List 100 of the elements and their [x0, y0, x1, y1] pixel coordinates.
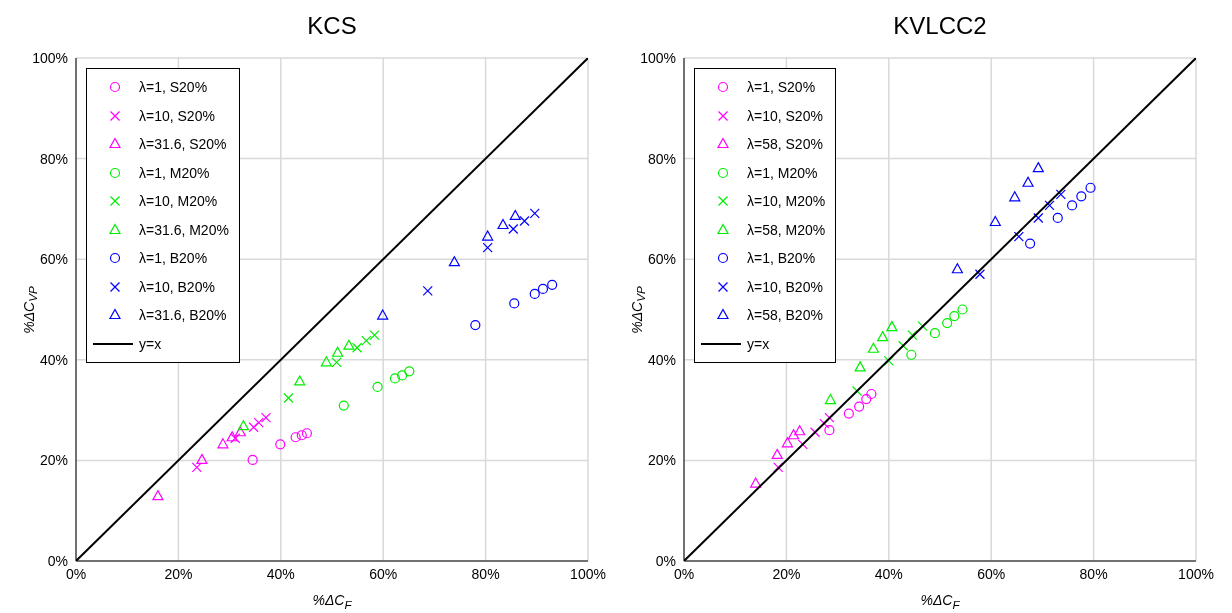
legend-label: λ=1, M20% [139, 163, 210, 183]
point [301, 428, 313, 439]
point [750, 477, 762, 488]
legend-label: λ=1, B20% [747, 249, 816, 268]
point [448, 256, 460, 267]
y-tick-label: 0% [655, 552, 676, 569]
point [482, 230, 494, 241]
y-tick-label: 100% [32, 49, 68, 66]
point [470, 319, 481, 331]
y-tick-label: 60% [39, 251, 68, 268]
x-tick-label: 40% [874, 565, 903, 582]
point [907, 330, 918, 341]
point [519, 215, 530, 227]
x-axis-title: %ΔC$_{F}$ [311, 592, 353, 611]
point [1033, 212, 1044, 224]
chart-title: KCS [306, 12, 358, 40]
point [226, 431, 238, 442]
point [338, 400, 349, 411]
point [877, 331, 889, 342]
legend-label: λ=10, S20% [747, 106, 823, 126]
point [247, 454, 258, 465]
legend-label: y=x [139, 334, 162, 354]
point [509, 298, 520, 309]
point [482, 242, 493, 253]
point [377, 309, 389, 320]
point [260, 412, 272, 423]
point [248, 422, 259, 433]
point [906, 349, 917, 360]
point [957, 304, 968, 315]
point [854, 401, 865, 412]
point [331, 357, 342, 368]
x-tick-label: 40% [266, 565, 295, 582]
point [787, 429, 800, 440]
point [867, 342, 880, 353]
point [351, 342, 363, 353]
legend-label: λ=10, B20% [139, 277, 215, 297]
point [1032, 162, 1044, 173]
y-tick-label: 100% [640, 49, 676, 66]
point [283, 392, 294, 404]
point [296, 430, 307, 441]
point [824, 393, 837, 405]
x-tick-label: 0% [65, 565, 87, 582]
legend-label: λ=10, S20% [139, 106, 215, 126]
legend-label: λ=31.6, B20% [139, 306, 227, 325]
point [275, 439, 286, 450]
point [1067, 200, 1078, 211]
x-tick-label: 80% [1079, 565, 1108, 582]
point [929, 328, 940, 339]
point [1044, 200, 1055, 211]
point [883, 355, 894, 366]
point [253, 417, 264, 428]
y-tick-label: 40% [647, 351, 676, 368]
point [196, 453, 208, 464]
point [332, 346, 344, 357]
point [343, 339, 355, 350]
point [1013, 231, 1024, 242]
point [497, 218, 509, 230]
legend-label: λ=1, B20% [139, 249, 208, 268]
y-tick-label: 20% [39, 452, 68, 469]
point [771, 448, 783, 459]
point [237, 420, 250, 431]
x-tick-label: 20% [164, 565, 193, 582]
point [843, 408, 854, 419]
x-tick-label: 60% [369, 565, 398, 582]
y-tick-label: 20% [647, 452, 676, 469]
point [290, 432, 301, 443]
point [781, 437, 794, 448]
legend-label: y=x [747, 334, 770, 354]
legend-label: λ=58, B20% [747, 306, 823, 325]
x-tick-label: 60% [977, 565, 1006, 582]
point [1055, 189, 1066, 200]
point [529, 208, 540, 219]
point [369, 330, 380, 341]
point [1052, 212, 1063, 224]
point [866, 388, 877, 400]
legend-label: λ=31.6, S20% [139, 135, 227, 154]
point [1022, 176, 1034, 187]
point [1009, 191, 1021, 202]
point [974, 269, 986, 280]
point [404, 366, 415, 377]
point [989, 215, 1001, 227]
point [773, 462, 784, 473]
point [854, 361, 866, 372]
point [191, 462, 202, 473]
point [1025, 238, 1036, 249]
chart-title: KVLCC2 [892, 12, 988, 40]
legend-label: λ=58, S20% [747, 135, 823, 154]
point [824, 425, 835, 436]
point [951, 263, 964, 274]
point [547, 279, 558, 290]
point [217, 438, 229, 449]
point [509, 209, 521, 221]
point [886, 321, 898, 332]
point [949, 310, 960, 322]
x-axis-title: %ΔC$_{F}$ [919, 592, 961, 611]
legend-label: λ=10, M20% [747, 192, 826, 211]
legend-label: λ=31.6, M20% [139, 220, 229, 240]
y-tick-label: 60% [647, 251, 676, 268]
legend-label: λ=10, B20% [747, 277, 823, 297]
legend-label: λ=58, M20% [747, 220, 826, 240]
